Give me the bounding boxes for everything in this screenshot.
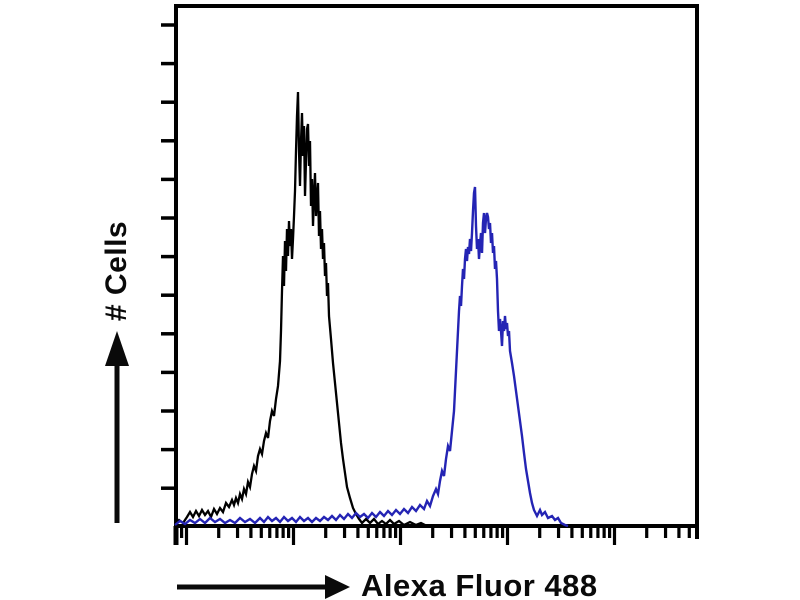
histogram-curves <box>174 91 569 528</box>
x-axis-label: Alexa Fluor 488 <box>361 568 598 600</box>
right-arrow-icon <box>177 575 350 599</box>
plot-frame <box>173 4 699 545</box>
up-arrow-icon <box>105 331 129 523</box>
axis-ticks <box>161 23 691 545</box>
y-axis-label: # Cells <box>100 220 133 322</box>
